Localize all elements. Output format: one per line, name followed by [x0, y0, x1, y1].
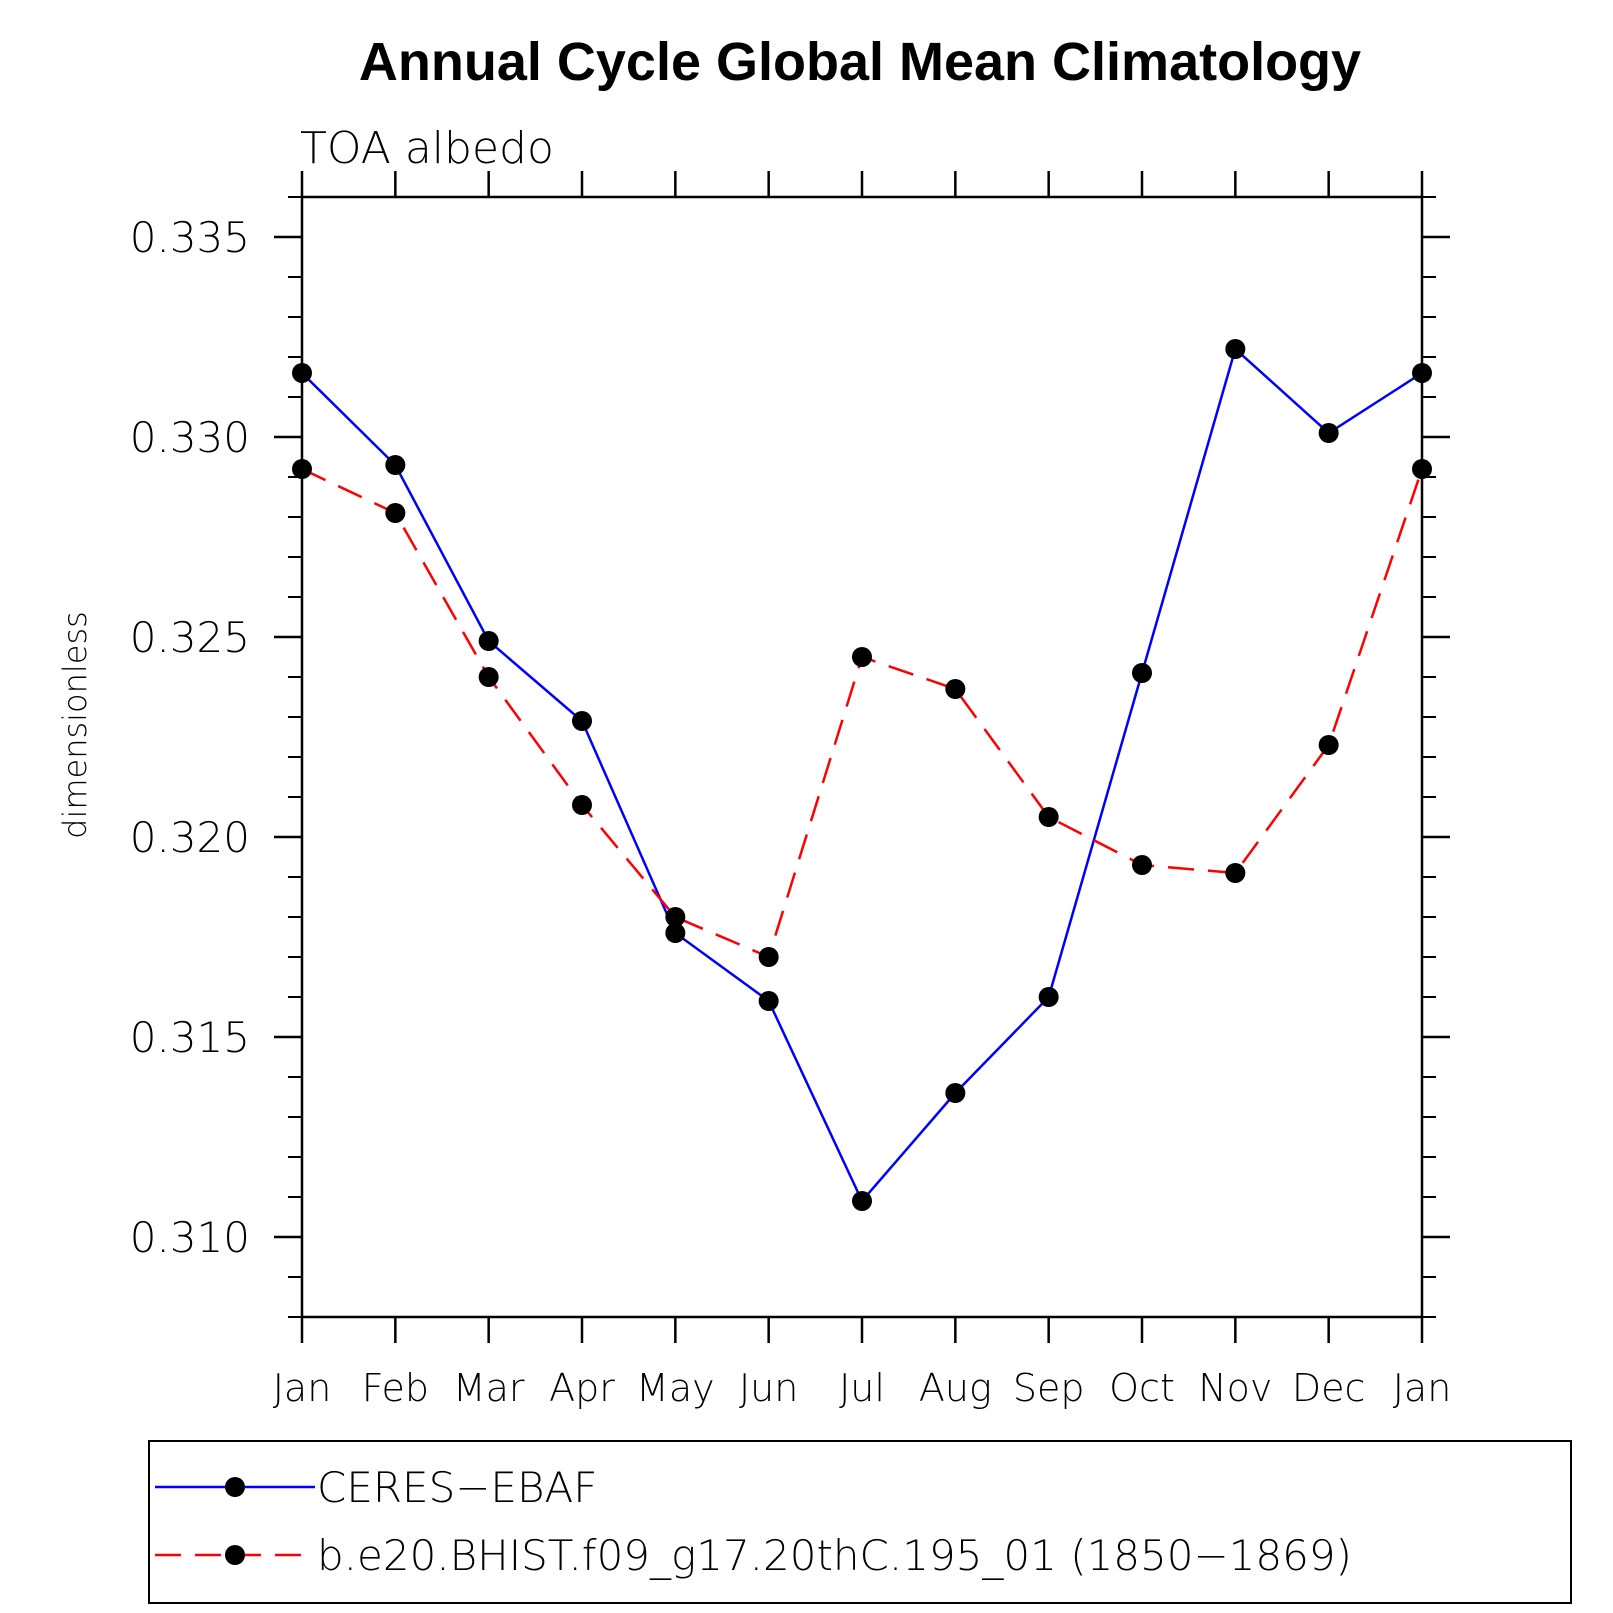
y-tick-label: 0.325	[130, 613, 250, 662]
series-0-point	[1038, 987, 1059, 1007]
chart-subtitle: TOA albedo	[300, 123, 554, 174]
series-1-point	[758, 947, 779, 967]
x-tick-label: Apr	[549, 1366, 615, 1410]
series-0-point	[758, 991, 779, 1011]
series-0-point	[852, 1191, 872, 1211]
y-tick-label: 0.320	[130, 813, 250, 862]
x-tick-label: Jan	[273, 1366, 332, 1410]
axes: Jan Feb Mar Apr May Jun Jul Aug Sep Oct Nov Dec Jan 0…	[130, 171, 1452, 1410]
y-tick-label: 0.335	[130, 213, 250, 262]
y-tick-label: 0.310	[130, 1213, 250, 1262]
legend-label-model: b.e20.BHIST.f09_g17.20thC.195_01 (1850−1…	[317, 1531, 1352, 1580]
series-0-point	[292, 363, 312, 383]
legend-label-ceres: CERES−EBAF	[317, 1463, 597, 1512]
legend-marker-model	[225, 1545, 245, 1565]
series-1-point	[1318, 735, 1339, 755]
series-1-point	[852, 647, 872, 667]
series-1-point	[292, 459, 312, 479]
series-1-point	[665, 907, 686, 927]
y-tick-label: 0.315	[130, 1013, 250, 1062]
x-tick-label: Nov	[1198, 1366, 1272, 1410]
series-1-point	[945, 679, 966, 699]
series-1-point	[1225, 863, 1246, 883]
series-1-point	[1038, 807, 1059, 827]
legend-box	[148, 1440, 1572, 1604]
series-0-point	[1318, 423, 1339, 443]
series-0-point	[572, 711, 592, 731]
x-tick-label: Jul	[839, 1366, 885, 1410]
series-0-point	[385, 455, 406, 475]
series-line-1	[301, 467, 1424, 959]
series-0-point	[945, 1083, 966, 1103]
series-1-point	[572, 795, 592, 815]
x-tick-label: Dec	[1292, 1366, 1366, 1410]
series-0-point	[1225, 339, 1246, 359]
y-tick-label: 0.330	[130, 413, 250, 462]
series-0-point	[1412, 363, 1432, 383]
x-tick-label: Feb	[362, 1366, 429, 1410]
series-0-point	[1132, 663, 1152, 683]
x-tick-label: Jan	[1393, 1366, 1452, 1410]
series-1-point	[385, 503, 406, 523]
series-1-point	[478, 667, 499, 687]
legend: CERES−EBAF b.e20.BHIST.f09_g17.20thC.195…	[148, 1440, 1572, 1604]
x-tick-label: Jun	[739, 1366, 798, 1410]
series-1-point	[1132, 855, 1152, 875]
series-0-point	[665, 923, 686, 943]
x-tick-label: Sep	[1013, 1366, 1085, 1410]
x-tick-label: Mar	[453, 1366, 525, 1410]
y-axis-label: dimensionless	[56, 611, 94, 839]
series-line-0	[301, 346, 1423, 1204]
chart-title: Annual Cycle Global Mean Climatology	[359, 32, 1361, 92]
x-tick-label: Oct	[1109, 1366, 1175, 1410]
legend-marker-ceres	[225, 1477, 245, 1497]
series-layer	[292, 339, 1432, 1211]
x-tick-label: Aug	[919, 1366, 992, 1410]
series-1-point	[1412, 459, 1432, 479]
x-tick-label: May	[636, 1366, 715, 1410]
series-0-point	[478, 631, 499, 651]
